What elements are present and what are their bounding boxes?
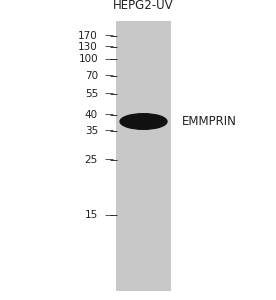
Text: 55: 55 xyxy=(85,88,98,99)
Text: 25: 25 xyxy=(85,154,98,165)
Text: —: — xyxy=(105,71,113,80)
Text: HEPG2-UV: HEPG2-UV xyxy=(113,0,174,12)
Text: —: — xyxy=(105,126,113,135)
Text: 100: 100 xyxy=(78,54,98,64)
Text: —: — xyxy=(105,42,113,51)
Text: 130: 130 xyxy=(78,41,98,52)
Text: 170: 170 xyxy=(78,31,98,41)
Text: 35: 35 xyxy=(85,125,98,136)
Text: EMMPRIN: EMMPRIN xyxy=(182,115,237,128)
Text: —: — xyxy=(105,110,113,119)
Text: 70: 70 xyxy=(85,70,98,81)
Text: —: — xyxy=(105,32,113,40)
Text: —: — xyxy=(105,89,113,98)
Ellipse shape xyxy=(120,114,167,129)
Text: 15: 15 xyxy=(85,210,98,220)
Text: —: — xyxy=(105,55,113,64)
Text: —: — xyxy=(105,155,113,164)
FancyBboxPatch shape xyxy=(116,21,171,291)
Text: —: — xyxy=(105,211,113,220)
Text: 40: 40 xyxy=(85,110,98,120)
